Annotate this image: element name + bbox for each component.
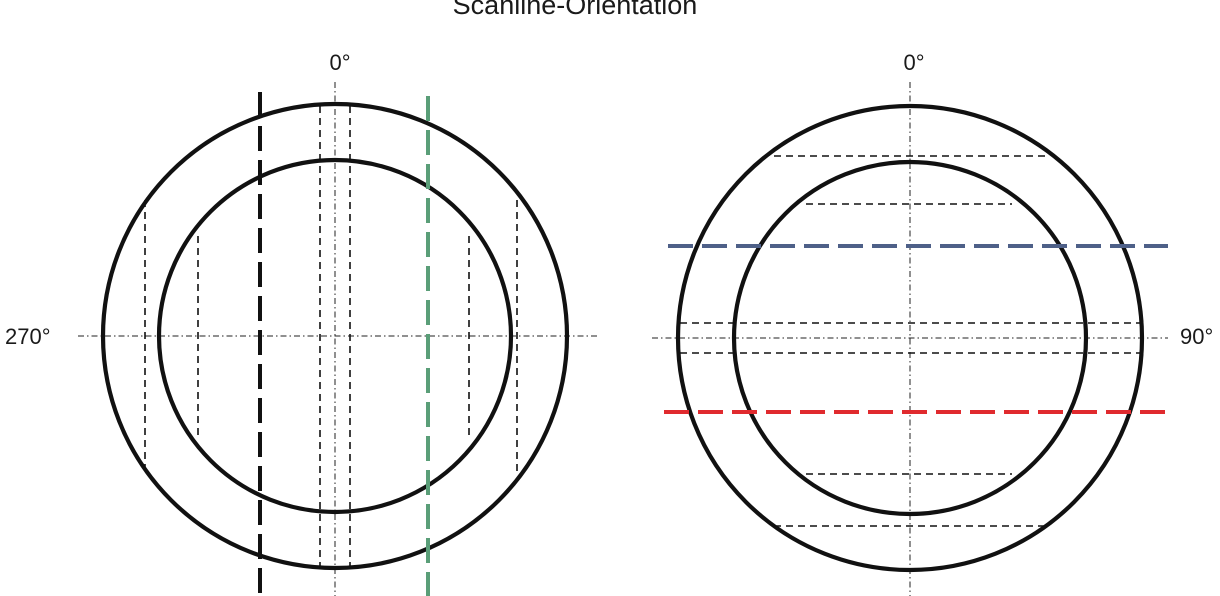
left-top-label: 0° [329, 50, 350, 75]
right-side-label: 90° [1180, 324, 1213, 349]
right-outer-ring [675, 103, 1145, 573]
right-top-label: 0° [903, 50, 924, 75]
left-outer-ring [100, 101, 570, 571]
diagram-title: Scanline-Orientation [453, 0, 698, 20]
left-inner-ring [156, 157, 514, 515]
right-diagram: 0° 90° [652, 50, 1213, 596]
right-inner-ring [731, 159, 1089, 517]
left-diagram: 0° 270° [5, 50, 598, 596]
left-side-label: 270° [5, 324, 51, 349]
